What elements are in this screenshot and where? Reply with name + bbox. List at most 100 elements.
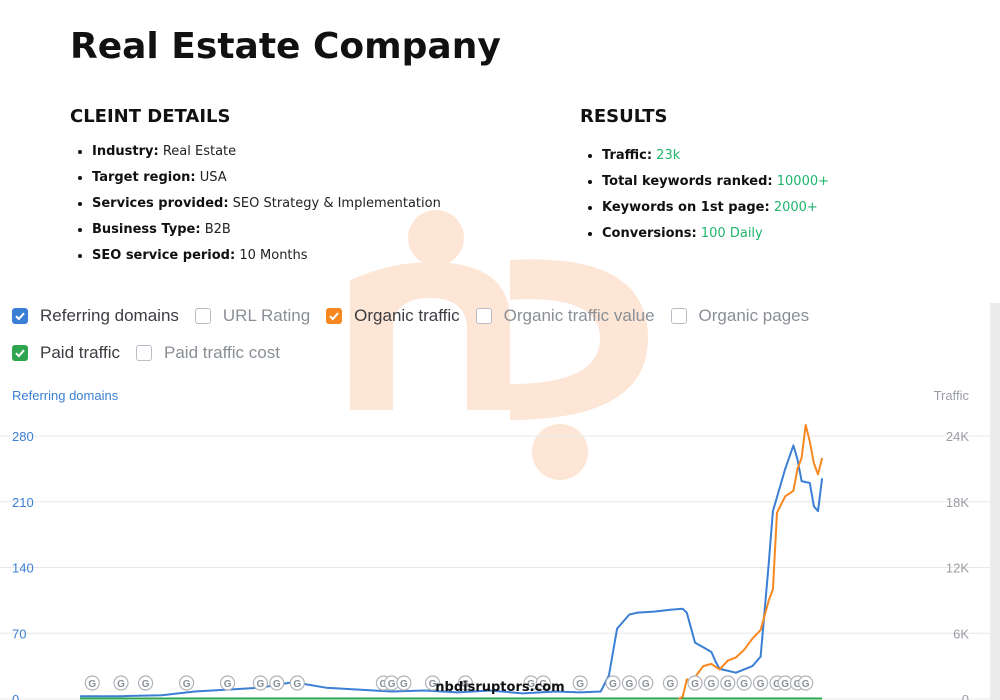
- checkbox-checked-icon[interactable]: [326, 308, 343, 324]
- legend-label: Paid traffic cost: [164, 343, 280, 362]
- left-tick-label: 280: [12, 429, 34, 444]
- google-update-marker-icon: [289, 675, 305, 691]
- google-update-marker-glyph: G: [708, 679, 716, 690]
- google-update-marker-glyph: G: [88, 679, 96, 690]
- google-update-marker-icon: [396, 675, 412, 691]
- left-tick-label: 140: [12, 561, 34, 576]
- checkbox-icon[interactable]: [136, 345, 153, 361]
- checkbox-icon[interactable]: [670, 308, 687, 324]
- google-update-marker-icon: [457, 675, 473, 691]
- results-list: Traffic: 23k Total keywords ranked: 1000…: [580, 143, 829, 247]
- left-tick-label: 0: [12, 692, 19, 700]
- list-item: Business Type: B2B: [70, 217, 441, 243]
- series-line-organic-traffic: [678, 424, 824, 700]
- google-update-marker-icon: [252, 675, 268, 691]
- google-update-marker-glyph: G: [740, 679, 748, 690]
- google-update-marker-glyph: G: [691, 679, 699, 690]
- google-update-marker-glyph: G: [293, 679, 301, 690]
- list-item: Services provided: SEO Strategy & Implem…: [70, 191, 441, 217]
- right-tick-label: 18K: [946, 495, 969, 510]
- google-update-marker-glyph: G: [400, 679, 408, 690]
- list-item: Industry: Real Estate: [70, 139, 441, 165]
- legend-label: URL Rating: [222, 306, 311, 325]
- google-update-marker-glyph: G: [142, 679, 150, 690]
- chart-panel: Referring domains Traffic 280 24K 210 18K 140 1…: [0, 290, 990, 700]
- list-item: Target region: USA: [70, 165, 441, 191]
- panel-edge: [990, 303, 1000, 700]
- google-update-marker-icon: [736, 675, 752, 691]
- google-update-marker-icon: [269, 675, 285, 691]
- legend-paid-traffic-cost[interactable]: Paid traffic cost: [136, 343, 280, 363]
- legend-organic-traffic-value[interactable]: Organic traffic value: [475, 306, 655, 326]
- google-update-marker-glyph: G: [117, 679, 125, 690]
- left-tick-label: 210: [12, 495, 34, 510]
- legend-organic-pages[interactable]: Organic pages: [670, 306, 810, 326]
- right-tick-label: 6K: [953, 626, 969, 641]
- google-update-marker-glyph: G: [724, 679, 732, 690]
- google-update-marker-icon: [703, 675, 720, 691]
- right-tick-label: 0: [962, 692, 969, 700]
- right-tick-label: 12K: [946, 561, 969, 576]
- checkbox-checked-icon[interactable]: [12, 308, 28, 324]
- google-update-marker-icon: [179, 675, 195, 691]
- google-update-marker-icon: [84, 675, 100, 691]
- google-update-marker-icon: [138, 675, 154, 691]
- legend-referring-domains[interactable]: Referring domains: [12, 306, 179, 326]
- google-update-marker-icon: [425, 675, 441, 691]
- google-update-marker-glyph: G: [273, 679, 281, 690]
- left-tick-label: 70: [12, 626, 26, 641]
- traffic-chart: Referring domains Traffic 280 24K 210 18K 140 1…: [0, 388, 990, 700]
- list-item: SEO service period: 10 Months: [70, 243, 441, 269]
- google-update-marker-icon: [605, 675, 621, 691]
- google-update-marker-icon: [798, 675, 814, 691]
- right-axis-title: Traffic: [934, 388, 970, 403]
- google-update-marker-glyph: G: [380, 679, 388, 690]
- google-update-marker-glyph: G: [539, 679, 547, 690]
- checkbox-checked-icon[interactable]: [12, 345, 28, 361]
- legend-label: Paid traffic: [40, 343, 121, 362]
- google-update-marker-glyph: G: [257, 679, 265, 690]
- google-update-marker-glyph: G: [773, 679, 781, 690]
- google-update-marker-glyph: G: [794, 679, 802, 690]
- google-update-marker-icon: [572, 675, 588, 691]
- google-update-marker-glyph: G: [781, 679, 789, 690]
- legend-label: Organic traffic: [354, 306, 460, 325]
- google-update-marker-icon: [752, 675, 769, 691]
- checkbox-icon[interactable]: [194, 308, 211, 324]
- legend-label: Referring domains: [40, 306, 179, 325]
- google-update-marker-glyph: G: [527, 679, 535, 690]
- google-update-marker-icon: [687, 675, 703, 691]
- legend-url-rating[interactable]: URL Rating: [194, 306, 311, 326]
- google-update-marker-glyph: G: [429, 679, 437, 690]
- google-update-marker-glyph: G: [757, 679, 765, 690]
- legend-row-1: Referring domains URL Rating Organic tra…: [12, 304, 825, 328]
- legend-label: Organic pages: [698, 306, 810, 325]
- google-update-marker-icon: [662, 675, 679, 691]
- google-update-marker-glyph: G: [609, 679, 617, 690]
- list-item: Total keywords ranked: 10000+: [580, 169, 829, 195]
- google-update-marker-glyph: G: [462, 679, 470, 690]
- google-update-marker-glyph: G: [802, 679, 810, 690]
- legend-paid-traffic[interactable]: Paid traffic: [12, 343, 120, 363]
- google-update-marker-glyph: G: [183, 679, 191, 690]
- results-heading: RESULTS: [580, 106, 668, 127]
- footer-website: nbdisruptors.com: [435, 680, 565, 695]
- google-update-marker-icon: [638, 675, 654, 691]
- client-details-list: Industry: Real Estate Target region: USA…: [70, 139, 441, 269]
- google-update-marker-icon: [720, 675, 736, 691]
- list-item: Conversions: 100 Daily: [580, 221, 829, 247]
- google-update-marker-icon: [220, 675, 236, 691]
- legend-organic-traffic[interactable]: Organic traffic: [326, 306, 460, 326]
- google-update-marker-glyph: G: [667, 679, 675, 690]
- legend-label: Organic traffic value: [503, 306, 655, 325]
- checkbox-icon[interactable]: [475, 308, 492, 324]
- list-item: Keywords on 1st page: 2000+: [580, 195, 829, 221]
- google-update-marker-icon: [113, 675, 129, 691]
- right-tick-label: 24K: [946, 429, 969, 444]
- google-update-marker-icon: [621, 675, 638, 691]
- google-update-marker-glyph: G: [388, 679, 396, 690]
- google-update-marker-glyph: G: [224, 679, 232, 690]
- series-line-referring-domains: [80, 444, 824, 698]
- google-update-marker-glyph: G: [576, 679, 584, 690]
- list-item: Traffic: 23k: [580, 143, 829, 169]
